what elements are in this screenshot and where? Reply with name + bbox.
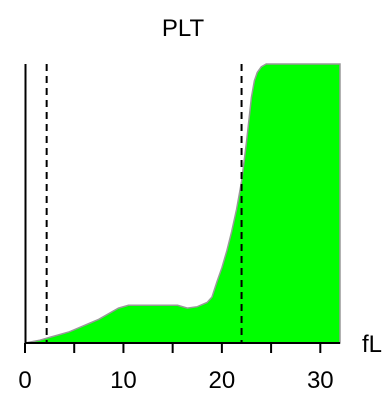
x-tick-label: 30 xyxy=(307,367,334,394)
distribution-area xyxy=(24,63,341,344)
chart-title: PLT xyxy=(162,15,205,42)
x-unit-label: fL xyxy=(362,331,382,358)
x-tick-label: 20 xyxy=(209,367,236,394)
x-tick-label: 0 xyxy=(18,367,31,394)
x-tick-label: 10 xyxy=(110,367,137,394)
